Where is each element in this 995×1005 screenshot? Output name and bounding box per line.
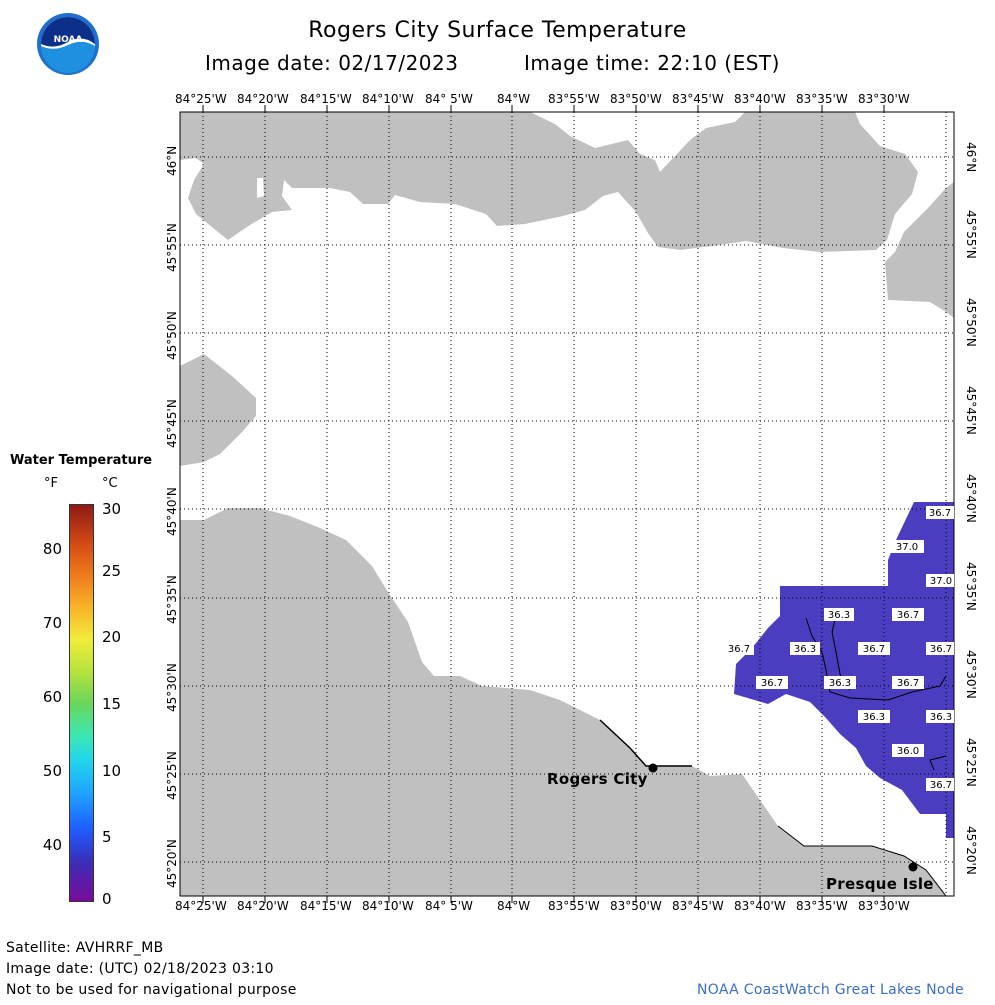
lon-label-bottom: 84°25'W: [175, 899, 227, 913]
lon-label-bottom: 83°55'W: [548, 899, 600, 913]
temp-label: 37.0: [896, 542, 918, 553]
lon-label-top: 83°55'W: [548, 92, 600, 106]
land-left-island: [180, 354, 256, 466]
lon-label-top: 84°10'W: [362, 92, 414, 106]
legend-f-tick: 70: [42, 614, 62, 632]
contour-line: [929, 755, 947, 771]
shoreline: [599, 719, 692, 767]
lon-label-bottom: 84°W: [497, 899, 531, 913]
footer-satellite: Satellite: AVHRRF_MB: [6, 940, 164, 956]
legend-c-tick: 25: [102, 562, 122, 580]
lake-upper: [257, 178, 264, 198]
legend-c-tick: 30: [102, 500, 122, 518]
graticule: [180, 112, 954, 896]
lon-label-top: 84°W: [497, 92, 531, 106]
legend-c-tick: 10: [102, 762, 122, 780]
lon-label-top: 83°30'W: [858, 92, 910, 106]
temp-label-box: [892, 608, 924, 621]
tick-marks: [202, 105, 885, 903]
temp-label-box: [926, 642, 954, 655]
legend-f-tick: 60: [42, 688, 62, 706]
lon-label-top: 84°15'W: [300, 92, 352, 106]
legend-title: Water Temperature: [10, 453, 153, 468]
legend-c-tick: 0: [102, 890, 112, 908]
temp-label-box: [926, 710, 954, 723]
temp-label: 36.7: [930, 780, 952, 791]
lon-label-bottom: 83°45'W: [672, 899, 724, 913]
temp-label: 36.7: [863, 644, 885, 655]
footer-credit: NOAA CoastWatch Great Lakes Node: [697, 982, 964, 998]
lon-label-top: 83°45'W: [672, 92, 724, 106]
map-frame: [179, 111, 955, 897]
legend-c-tick: 15: [102, 695, 122, 713]
lon-label-bottom: 83°50'W: [610, 899, 662, 913]
place-label-rogers-city: Rogers City: [547, 770, 648, 788]
temp-label-box: [858, 642, 890, 655]
legend-unit-f: °F: [44, 476, 58, 491]
lon-label-bottom: 83°30'W: [858, 899, 910, 913]
page-title: Rogers City Surface Temperature: [308, 18, 687, 43]
lon-label-bottom: 84°20'W: [237, 899, 289, 913]
temp-label-box: [892, 744, 924, 757]
land-upper: [180, 112, 918, 252]
lon-label-bottom: 84° 5'W: [425, 899, 473, 913]
temp-label: 36.7: [930, 644, 952, 655]
land-lower: [180, 508, 946, 896]
lon-label-bottom: 84°10'W: [362, 899, 414, 913]
legend-f-tick: 50: [42, 762, 62, 780]
temp-label-box: [926, 778, 954, 791]
lon-label-top: 83°35'W: [796, 92, 848, 106]
temp-label: 36.3: [829, 678, 851, 689]
temp-label-box: [824, 676, 856, 689]
legend-colorbar: [69, 504, 94, 902]
land-upper-right: [885, 182, 954, 318]
temp-label-box: [756, 676, 788, 689]
lon-label-bottom: 83°40'W: [734, 899, 786, 913]
image-date: Image date: 02/17/2023: [205, 51, 459, 75]
temp-label: 36.7: [929, 508, 951, 519]
bay-upper: [530, 112, 745, 172]
temp-label-box: [890, 540, 924, 553]
temp-label-box: [824, 608, 854, 621]
temp-label-box: [790, 642, 820, 655]
rogers-city-marker: [648, 763, 658, 773]
temp-label: 36.3: [828, 610, 850, 621]
presque-isle-marker: [908, 862, 918, 872]
temp-label-box: [892, 676, 924, 689]
logo-text: NOAA: [54, 35, 83, 45]
temp-label: 36.3: [794, 644, 816, 655]
image-time: Image time: 22:10 (EST): [524, 51, 780, 75]
lon-label-bottom: 83°35'W: [796, 899, 848, 913]
temp-label-box: [926, 574, 954, 587]
temp-label: 36.0: [897, 746, 919, 757]
legend-f-tick: 40: [42, 836, 62, 854]
temp-label: 36.7: [728, 644, 750, 655]
temp-label-box: [858, 710, 890, 723]
legend-f-tick: 80: [42, 540, 62, 558]
temp-label: 37.0: [930, 576, 952, 587]
footer-utc-date: Image date: (UTC) 02/18/2023 03:10: [6, 961, 274, 977]
footer-disclaimer: Not to be used for navigational purpose: [6, 982, 297, 998]
temp-label: 36.7: [897, 678, 919, 689]
temp-label: 36.7: [761, 678, 783, 689]
lon-label-top: 83°50'W: [610, 92, 662, 106]
temp-label-box: [926, 506, 954, 519]
temp-label: 36.3: [930, 712, 952, 723]
legend-c-tick: 20: [102, 628, 122, 646]
lon-label-top: 84°25'W: [175, 92, 227, 106]
temp-label: 36.3: [863, 712, 885, 723]
place-label-presque-isle: Presque Isle: [826, 875, 934, 893]
noaa-logo: NOAA: [36, 12, 100, 76]
temp-label: 36.7: [897, 610, 919, 621]
legend-unit-c: °C: [102, 476, 118, 491]
lon-label-top: 84° 5'W: [425, 92, 473, 106]
lon-label-top: 83°40'W: [734, 92, 786, 106]
legend-c-tick: 5: [102, 828, 112, 846]
temp-label-box: [724, 642, 754, 655]
shoreline: [777, 825, 947, 897]
lon-label-bottom: 84°15'W: [300, 899, 352, 913]
lon-label-top: 84°20'W: [237, 92, 289, 106]
